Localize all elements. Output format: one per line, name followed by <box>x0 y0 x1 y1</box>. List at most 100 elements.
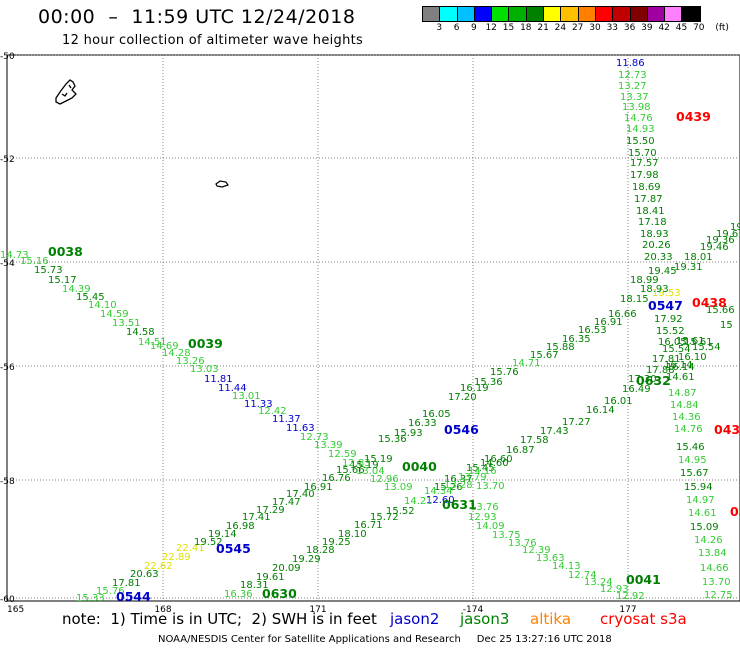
track-time-label: 0544 <box>116 589 151 604</box>
wave-height-label: 22.89 <box>162 552 191 563</box>
wave-height-label: 13.24 <box>584 577 613 588</box>
wave-height-label: 15.26 <box>434 482 463 493</box>
colorbar-tick-label: 15 <box>502 23 515 33</box>
latitude-label: -56 <box>0 363 15 373</box>
track-0546: 17.2016.1915.3615.7614.7115.6715.8816.35… <box>444 222 740 437</box>
wave-height-label: 17.20 <box>448 392 477 403</box>
wave-height-label: 15.76 <box>490 367 519 378</box>
wave-height-label: 16.91 <box>594 317 623 328</box>
wave-height-label: 14.26 <box>694 535 723 546</box>
wave-height-label: 18.69 <box>632 182 661 193</box>
colorbar-tick-label: 12 <box>485 23 497 33</box>
wave-height-label: 19 <box>730 222 740 233</box>
wave-height-label: 17.18 <box>638 217 667 228</box>
wave-height-label: 14.13 <box>552 561 581 572</box>
colorbar-tick-label: 21 <box>537 23 549 33</box>
wave-height-label: 15.61 <box>676 336 705 347</box>
wave-height-label: 12.73 <box>618 70 647 81</box>
footer-credit: NOAA/NESDIS Center for Satellite Applica… <box>158 634 612 645</box>
wave-height-label: 14.61 <box>666 372 695 383</box>
wave-height-label: 19.45 <box>648 266 677 277</box>
wave-height-label: 17.30 <box>628 374 657 385</box>
wave-height-label: 14.76 <box>624 113 653 124</box>
legend-altika: altika <box>530 610 572 628</box>
wave-height-label: 13.84 <box>698 548 727 559</box>
track-043: 043 <box>714 422 740 437</box>
colorbar-swatch <box>509 7 527 21</box>
wave-height-label: 14.21 <box>404 496 433 507</box>
wave-height-label: 14.73 <box>0 250 29 261</box>
wave-height-label: 19.29 <box>292 554 321 565</box>
wave-height-label: 12.93 <box>600 584 629 595</box>
wave-height-label: 15.36 <box>378 434 407 445</box>
islands <box>55 79 229 188</box>
wave-height-label: 14.69 <box>150 341 179 352</box>
legend-jason2: jason2 <box>390 610 440 628</box>
wave-height-label: 15.50 <box>626 136 655 147</box>
wave-height-label: 16.14 <box>586 405 615 416</box>
wave-height-label: 14.66 <box>700 563 729 574</box>
track-time-label: 0439 <box>676 109 711 124</box>
wave-height-label: 17.41 <box>242 512 271 523</box>
wave-height-label: 14.59 <box>100 309 129 320</box>
wave-height-label: 19.6 <box>716 229 738 240</box>
wave-height-label: 13.79 <box>458 472 487 483</box>
wave-height-label: 13.04 <box>356 466 385 477</box>
wave-height-label: 12.42 <box>258 406 287 417</box>
wave-height-label: 13.03 <box>190 364 219 375</box>
wave-height-label: 18.93 <box>640 284 669 295</box>
wave-height-label: 13.51 <box>112 318 141 329</box>
wave-height-label: 16.19 <box>460 383 489 394</box>
wave-height-label: 15.09 <box>690 522 719 533</box>
wave-height-label: 12.60 <box>426 495 455 506</box>
wave-height-label: 16.37 <box>444 474 473 485</box>
wave-height-label: 15.66 <box>336 465 365 476</box>
colorbar-tick-label: 30 <box>589 23 601 33</box>
colorbar-tick-label: 3 <box>436 23 443 33</box>
track-0547: 1515.6615.6115.5416.1016.1416.4916.0116.… <box>426 298 735 506</box>
colorbar-swatch <box>457 7 475 21</box>
auckland-island-shape <box>55 79 77 105</box>
wave-height-label: 12.96 <box>370 474 399 485</box>
colorbar-tick-label: 27 <box>571 23 584 33</box>
wave-height-label: 15.54 <box>692 342 721 353</box>
colorbar-tick-label: 6 <box>453 23 460 33</box>
wave-height-label: 18.99 <box>630 275 659 286</box>
wave-height-label: 14.61 <box>688 508 717 519</box>
wave-height-label: 11.81 <box>204 374 233 385</box>
wave-height-label: 14.51 <box>138 337 167 348</box>
wave-height-label: 11.37 <box>272 414 301 425</box>
wave-height-label: 18.41 <box>636 206 665 217</box>
colorbar-tick-label: 70 <box>693 23 705 33</box>
colorbar-tick-label: 39 <box>641 23 653 33</box>
wave-height-label: 11.44 <box>218 383 247 394</box>
wave-height-label: 17.81 <box>112 578 141 589</box>
track-time-label: 0438 <box>692 295 727 310</box>
wave-height-label: 16.36 <box>224 589 253 600</box>
track-time-label: 043 <box>714 422 740 437</box>
colorbar-tick-label: 45 <box>675 23 688 33</box>
track-time-label: 0040 <box>402 459 437 474</box>
colorbar-swatch <box>613 7 631 21</box>
wave-height-label: 16.49 <box>622 384 651 395</box>
track-time-label: 0632 <box>636 373 671 388</box>
wave-height-label: 15.33 <box>76 593 105 604</box>
wave-height-label: 14.60 <box>480 458 509 469</box>
wave-height-label: 14.28 <box>162 348 191 359</box>
map-title: 00:00 – 11:59 UTC 12/24/2018 <box>38 6 356 28</box>
wave-height-label: 14.76 <box>674 424 703 435</box>
wave-height-label: 19.36 <box>706 235 735 246</box>
wave-height-label: 16.35 <box>562 334 591 345</box>
wave-height-label: 15.67 <box>680 468 709 479</box>
wave-height-label: 13.27 <box>618 81 647 92</box>
colorbar-swatch <box>544 7 562 21</box>
wave-height-label: 17.87 <box>634 194 663 205</box>
wave-height-label: 16.66 <box>608 309 637 320</box>
track-0630: 16.3618.3119.6120.0919.2918.2819.2518.10… <box>224 496 433 601</box>
wave-height-label: 15.88 <box>546 342 575 353</box>
track-0439: 11.8612.7313.2713.3713.9814.7614.9315.50… <box>616 58 711 263</box>
colorbar-swatch <box>474 7 493 21</box>
wave-height-label: 16.87 <box>506 445 535 456</box>
wave-height-label: 15.93 <box>394 428 423 439</box>
map-frame <box>6 54 740 602</box>
